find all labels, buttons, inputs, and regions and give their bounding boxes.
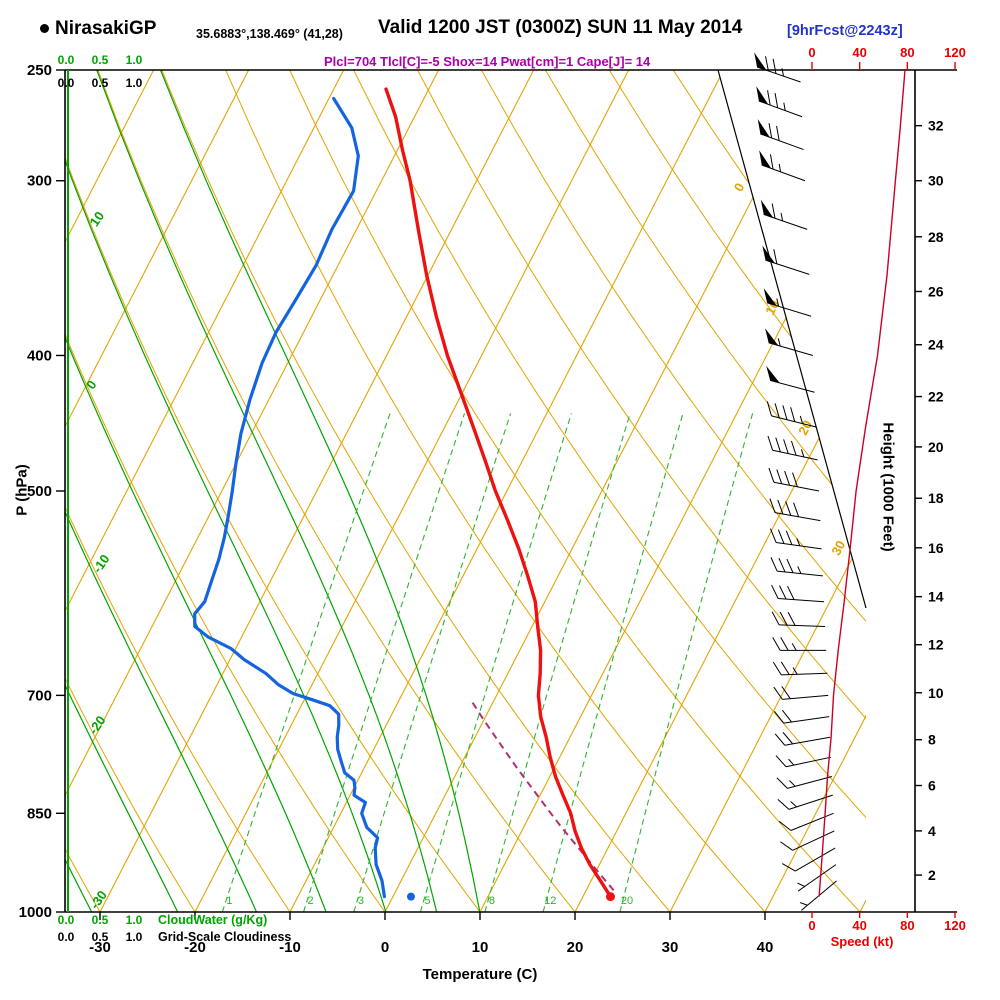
svg-text:120: 120 <box>944 918 966 933</box>
svg-text:6: 6 <box>928 778 936 794</box>
svg-text:300: 300 <box>27 173 52 190</box>
svg-text:8: 8 <box>489 895 495 907</box>
svg-text:1.0: 1.0 <box>126 913 143 927</box>
moist-adiabat-grid <box>65 70 481 912</box>
surface-dewpoint-dot <box>406 892 415 901</box>
svg-text:10: 10 <box>928 685 944 701</box>
svg-text:20: 20 <box>928 439 944 455</box>
svg-text:12: 12 <box>928 637 944 653</box>
svg-text:20: 20 <box>567 939 584 956</box>
svg-text:2: 2 <box>308 895 314 907</box>
svg-text:1.0: 1.0 <box>126 930 143 944</box>
stability-indices: Plcl=704 Tlcl[C]=-5 Shox=14 Pwat[cm]=1 C… <box>324 54 651 69</box>
temperature-axis-title: Temperature (C) <box>422 966 538 983</box>
svg-text:1000: 1000 <box>19 904 52 921</box>
svg-text:12: 12 <box>544 895 556 907</box>
svg-text:Grid-Scale Cloudiness: Grid-Scale Cloudiness <box>158 930 291 944</box>
svg-text:22: 22 <box>928 389 944 405</box>
svg-text:1.0: 1.0 <box>126 53 143 67</box>
svg-text:40: 40 <box>757 939 774 956</box>
station-marker-icon <box>40 24 49 34</box>
svg-text:120: 120 <box>944 45 966 60</box>
svg-text:32: 32 <box>928 118 944 134</box>
svg-text:-30: -30 <box>89 939 111 956</box>
dry-adiabat-grid <box>65 70 866 912</box>
svg-text:10: 10 <box>472 939 489 956</box>
wind-barbs <box>754 52 837 911</box>
svg-text:80: 80 <box>900 45 914 60</box>
svg-text:0: 0 <box>83 377 99 392</box>
svg-text:0.5: 0.5 <box>92 76 109 90</box>
svg-text:CloudWater (g/Kg): CloudWater (g/Kg) <box>158 913 267 927</box>
svg-text:0: 0 <box>808 45 815 60</box>
plot-frame <box>64 69 957 913</box>
svg-text:0.0: 0.0 <box>58 76 75 90</box>
svg-text:14: 14 <box>928 589 944 605</box>
wind-speed-trace <box>818 69 906 897</box>
svg-text:3: 3 <box>358 895 364 907</box>
sounding-traces <box>193 87 615 902</box>
station-coords: 35.6883°,138.469° (41,28) <box>196 27 343 41</box>
svg-text:850: 850 <box>27 805 52 822</box>
svg-text:10: 10 <box>87 209 108 229</box>
svg-text:1.0: 1.0 <box>126 76 143 90</box>
svg-text:24: 24 <box>928 337 944 353</box>
svg-text:18: 18 <box>928 490 944 506</box>
isotherm-grid <box>65 70 866 912</box>
mixing-ratio-grid <box>221 413 754 912</box>
svg-text:700: 700 <box>27 687 52 704</box>
svg-text:-10: -10 <box>279 939 301 956</box>
svg-text:400: 400 <box>27 347 52 364</box>
svg-text:4: 4 <box>928 823 936 839</box>
svg-text:30: 30 <box>828 538 848 558</box>
svg-text:1: 1 <box>226 895 232 907</box>
svg-text:0.5: 0.5 <box>92 930 109 944</box>
svg-text:0.0: 0.0 <box>58 53 75 67</box>
svg-text:40: 40 <box>852 918 866 933</box>
surface-temp-dot <box>605 892 615 902</box>
svg-text:30: 30 <box>662 939 679 956</box>
station-title: NirasakiGP <box>40 18 156 40</box>
svg-text:80: 80 <box>900 918 914 933</box>
svg-text:0: 0 <box>381 939 389 956</box>
svg-text:8: 8 <box>928 732 936 748</box>
svg-text:2: 2 <box>928 867 936 883</box>
svg-text:28: 28 <box>928 229 944 245</box>
forecast-tag: [9hrFcst@2243z] <box>787 23 903 39</box>
height-axis-title: Height (1000 Feet) <box>879 422 897 552</box>
svg-text:40: 40 <box>852 45 866 60</box>
svg-text:0: 0 <box>731 180 748 193</box>
svg-text:20: 20 <box>795 418 815 438</box>
svg-text:30: 30 <box>928 173 944 189</box>
svg-text:0.0: 0.0 <box>58 913 75 927</box>
valid-time-title: Valid 1200 JST (0300Z) SUN 11 May 2014 <box>378 17 743 38</box>
svg-text:0.5: 0.5 <box>92 53 109 67</box>
svg-text:-20: -20 <box>184 939 206 956</box>
svg-text:250: 250 <box>27 62 52 79</box>
pressure-axis-title: P (hPa) <box>13 464 31 516</box>
svg-text:0: 0 <box>808 918 815 933</box>
svg-text:26: 26 <box>928 283 944 299</box>
svg-text:16: 16 <box>928 540 944 556</box>
svg-text:500: 500 <box>27 483 52 500</box>
svg-text:5: 5 <box>424 895 430 907</box>
svg-text:Speed (kt): Speed (kt) <box>831 934 894 949</box>
svg-text:20: 20 <box>621 895 633 907</box>
station-name: NirasakiGP <box>55 18 157 39</box>
svg-text:0.0: 0.0 <box>58 930 75 944</box>
svg-text:0.5: 0.5 <box>92 913 109 927</box>
